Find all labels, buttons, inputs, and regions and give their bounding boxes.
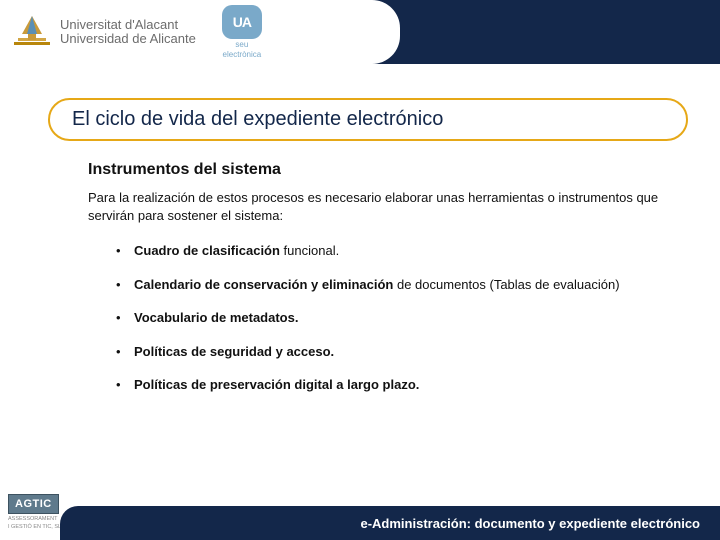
list-item: Calendario de conservación y eliminación… <box>116 276 664 294</box>
item-bold: Políticas de seguridad y acceso. <box>134 344 334 359</box>
university-name: Universitat d'Alacant Universidad de Ali… <box>60 18 196 47</box>
item-tail: funcional. <box>280 243 339 258</box>
item-tail: de documentos (Tablas de evaluación) <box>393 277 619 292</box>
slide-title-band: El ciclo de vida del expediente electrón… <box>48 98 688 141</box>
section-subhead: Instrumentos del sistema <box>88 161 664 179</box>
seu-icon: UA <box>222 5 262 39</box>
agtic-badge: AGTIC <box>8 494 59 514</box>
seu-label-2: electrònica <box>223 51 262 59</box>
seu-badge: UA seu electrònica <box>222 5 262 59</box>
item-bold: Vocabulario de metadatos. <box>134 310 298 325</box>
content-area: Instrumentos del sistema Para la realiza… <box>88 161 664 394</box>
agtic-sub-1: ASSESSORAMENT <box>8 516 58 522</box>
item-bold: Calendario de conservación y eliminación <box>134 277 393 292</box>
footer-text: e-Administración: documento y expediente… <box>360 516 700 531</box>
list-item: Cuadro de clasificación funcional. <box>116 242 664 260</box>
university-name-ca: Universitat d'Alacant <box>60 18 196 32</box>
agtic-sub-2: I GESTIÓ EN TIC, SL <box>8 524 61 530</box>
list-item: Políticas de preservación digital a larg… <box>116 376 664 394</box>
item-bold: Políticas de preservación digital a larg… <box>134 377 419 392</box>
section-intro: Para la realización de estos procesos es… <box>88 189 664 224</box>
list-item: Vocabulario de metadatos. <box>116 309 664 327</box>
agtic-logo: AGTIC ASSESSORAMENT I GESTIÓ EN TIC, SL <box>8 494 61 530</box>
header-bar: Universitat d'Alacant Universidad de Ali… <box>0 0 720 64</box>
bullet-list: Cuadro de clasificación funcional. Calen… <box>116 242 664 394</box>
university-logo: Universitat d'Alacant Universidad de Ali… <box>12 12 196 52</box>
list-item: Políticas de seguridad y acceso. <box>116 343 664 361</box>
slide-title: El ciclo de vida del expediente electrón… <box>72 108 443 130</box>
header-logo-area: Universitat d'Alacant Universidad de Ali… <box>0 0 400 64</box>
ua-tower-icon <box>12 12 52 52</box>
footer-bg: e-Administración: documento y expediente… <box>60 506 720 540</box>
seu-label-1: seu <box>235 41 248 49</box>
university-name-es: Universidad de Alicante <box>60 32 196 46</box>
footer-bar: AGTIC ASSESSORAMENT I GESTIÓ EN TIC, SL … <box>0 506 720 540</box>
item-bold: Cuadro de clasificación <box>134 243 280 258</box>
